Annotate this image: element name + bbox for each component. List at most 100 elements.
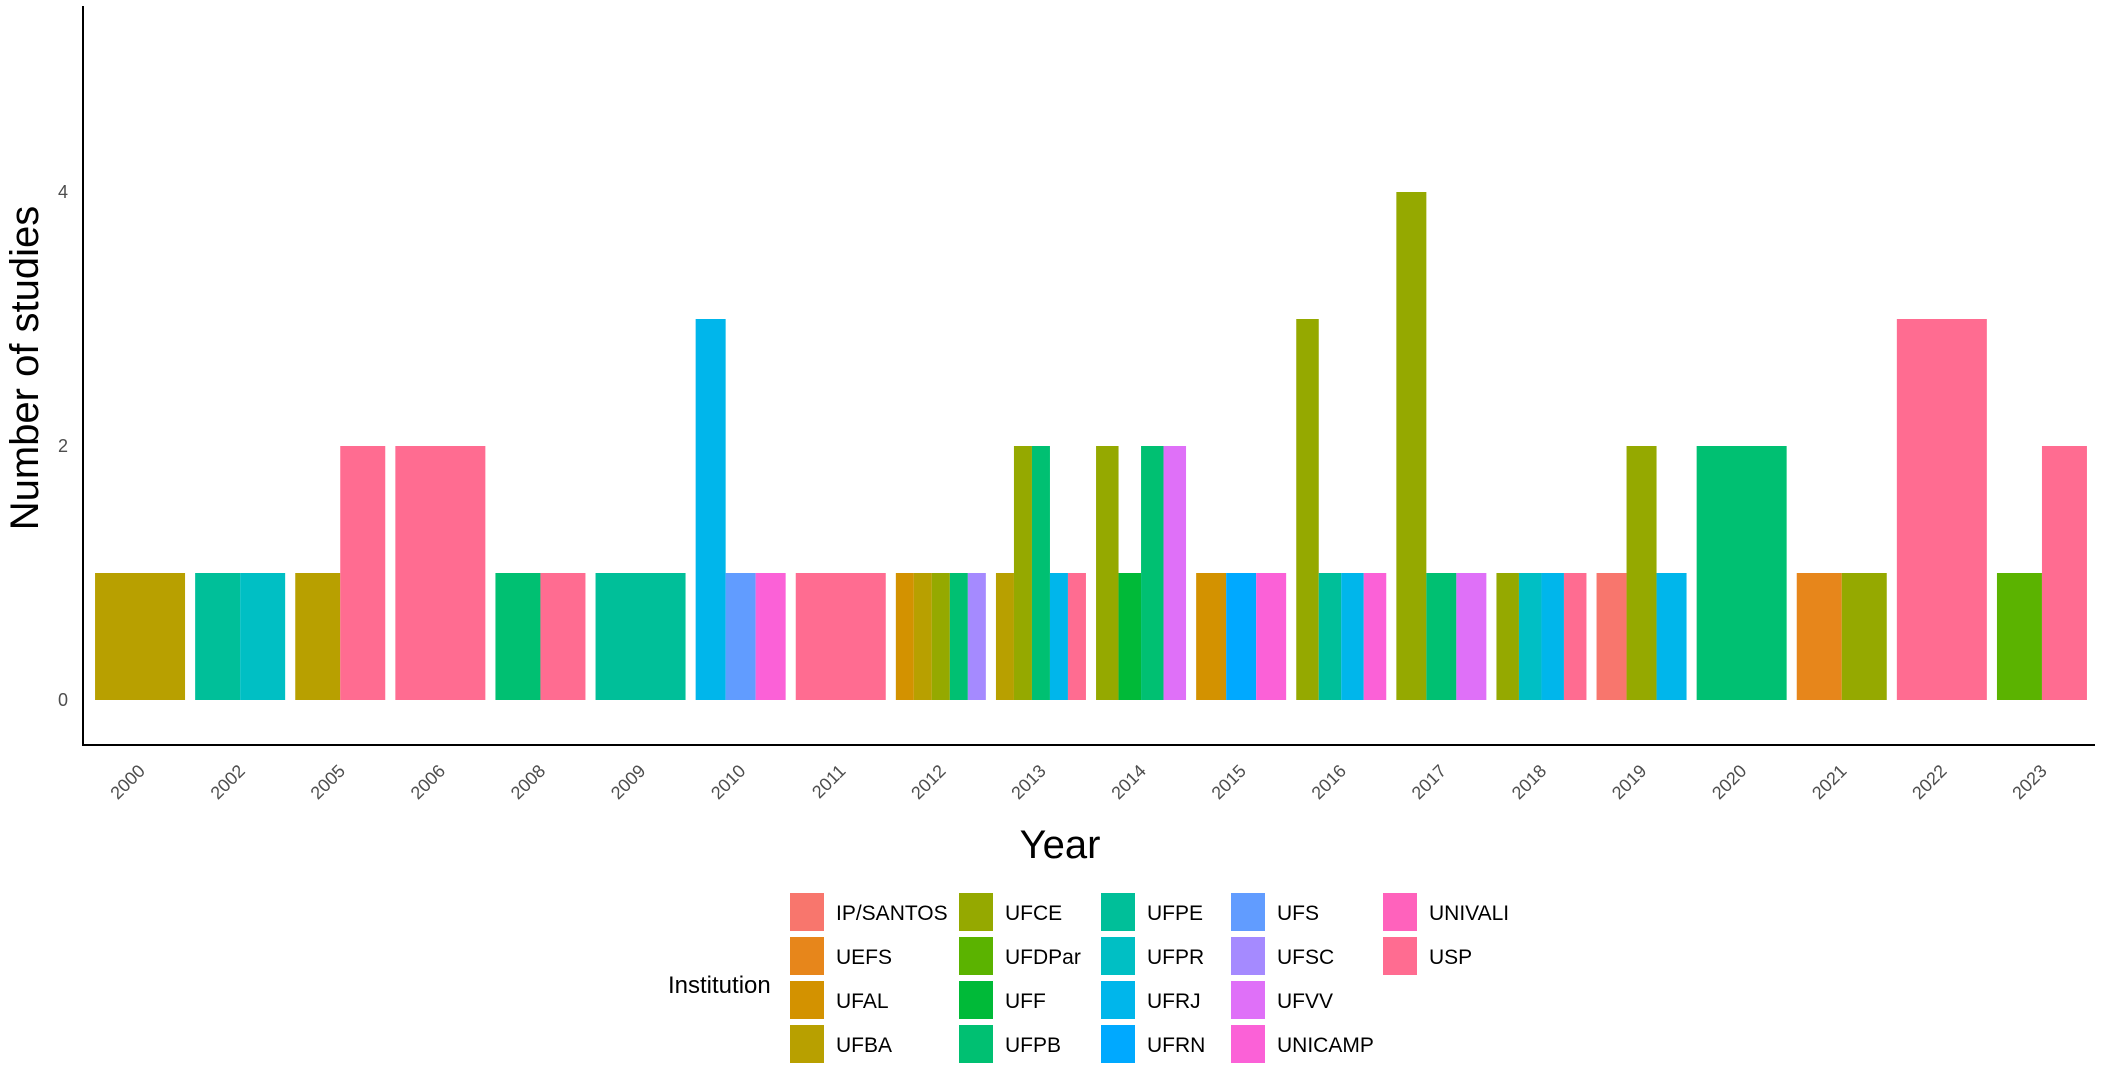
bar-2015-ufrn	[1226, 573, 1257, 700]
legend-swatch-ufba	[790, 1025, 824, 1063]
bar-2019-ip-santos	[1596, 573, 1627, 700]
legend-swatch-univali	[1383, 893, 1417, 931]
legend-label: UFVV	[1277, 990, 1333, 1013]
x-tick-label: 2021	[1808, 761, 1850, 803]
bar-2014-ufvv	[1163, 446, 1187, 700]
bar-2013-usp	[1067, 573, 1086, 700]
y-axis-title: Number of studies	[3, 206, 47, 531]
legend-label: UFF	[1005, 990, 1046, 1013]
legend-label: UFS	[1277, 902, 1319, 925]
legend-swatch-ufce	[959, 893, 993, 931]
x-tick-label: 2018	[1508, 761, 1550, 803]
bar-2019-ufrj	[1656, 573, 1687, 700]
bar-2019-ufce	[1626, 446, 1657, 700]
bar-2012-ufba	[913, 573, 932, 700]
bar-2018-usp	[1563, 573, 1587, 700]
bar-2012-ufpb	[949, 573, 968, 700]
x-tick-label: 2017	[1408, 761, 1450, 803]
bar-2005-usp	[340, 446, 386, 700]
legend-swatch-ufs	[1231, 893, 1265, 931]
legend-label: UFPB	[1005, 1034, 1061, 1057]
bar-2018-ufpr	[1518, 573, 1542, 700]
bar-2010-ufrj	[695, 319, 726, 700]
x-tick-label: 2011	[808, 761, 850, 803]
legend-label: IP/SANTOS	[836, 902, 948, 925]
legend-title: Institution	[668, 972, 771, 999]
legend-label: UFPR	[1147, 946, 1204, 969]
bar-2018-ufrj	[1541, 573, 1564, 700]
x-tick-label: 2005	[307, 761, 349, 803]
x-tick-label: 2019	[1608, 761, 1650, 803]
legend-label: UFPE	[1147, 902, 1203, 925]
bar-2010-unicamp	[755, 573, 786, 700]
bar-2016-ufrj	[1341, 573, 1364, 700]
bar-2022-usp	[1896, 319, 1987, 700]
bar-2021-ufce	[1841, 573, 1887, 700]
axes-layer	[82, 6, 2095, 746]
legend-swatch-ufpe	[1101, 893, 1135, 931]
legend-label: UFRJ	[1147, 990, 1201, 1013]
bar-2016-ufpe	[1318, 573, 1342, 700]
legend: Institution IP/SANTOS UEFS UFAL UFBA UFCE UFD…	[668, 893, 1509, 1063]
legend-label: UFSC	[1277, 946, 1334, 969]
legend-label: UFAL	[836, 990, 889, 1013]
legend-label: UNIVALI	[1429, 902, 1509, 925]
x-tick-label: 2012	[907, 761, 949, 803]
bar-2012-ufsc	[967, 573, 986, 700]
y-tick-label: 4	[58, 182, 68, 202]
legend-label: UFRN	[1147, 1034, 1205, 1057]
bar-2015-ufal	[1196, 573, 1227, 700]
x-ticks: 2000 2002 2005 2006 2008 2009 2010 2011 2012 2013…	[106, 761, 2050, 803]
bar-2014-ufce	[1096, 446, 1119, 700]
legend-swatch-usp	[1383, 937, 1417, 975]
bar-2014-ufpb	[1141, 446, 1164, 700]
x-tick-label: 2002	[207, 761, 249, 803]
bar-2018-ufce	[1496, 573, 1519, 700]
bar-2017-ufpb	[1426, 573, 1457, 700]
bar-2016-ufce	[1296, 319, 1319, 700]
legend-swatch-ufrn	[1101, 1025, 1135, 1063]
x-tick-label: 2014	[1107, 761, 1149, 803]
legend-swatch-ufsc	[1231, 937, 1265, 975]
bar-2013-ufrj	[1049, 573, 1068, 700]
y-tick-label: 0	[58, 690, 68, 710]
legend-label: UEFS	[836, 946, 892, 969]
legend-swatch-ufal	[790, 981, 824, 1019]
bars-layer	[95, 192, 2087, 700]
bar-2009-ufpe	[595, 573, 686, 700]
legend-swatch-ufvv	[1231, 981, 1265, 1019]
x-tick-label: 2013	[1007, 761, 1049, 803]
x-tick-label: 2000	[106, 761, 148, 803]
bar-2023-ufdpar	[1996, 573, 2042, 700]
bar-2021-uefs	[1796, 573, 1842, 700]
bar-2011-usp	[795, 573, 886, 700]
legend-swatch-ufpr	[1101, 937, 1135, 975]
bar-2014-uff	[1118, 573, 1142, 700]
legend-label: UFBA	[836, 1034, 892, 1057]
bar-2008-ufpb	[495, 573, 541, 700]
bar-2013-ufce	[1013, 446, 1032, 700]
bar-2013-ufba	[995, 573, 1014, 700]
legend-swatch-uff	[959, 981, 993, 1019]
x-tick-label: 2022	[1908, 761, 1950, 803]
y-tick-label: 2	[58, 436, 68, 456]
bar-2012-ufce	[931, 573, 950, 700]
legend-label: UNICAMP	[1277, 1034, 1374, 1057]
x-tick-label: 2010	[707, 761, 749, 803]
bar-2015-unicamp	[1256, 573, 1287, 700]
bar-2017-ufce	[1396, 192, 1427, 700]
legend-swatch-unicamp	[1231, 1025, 1265, 1063]
bar-2023-usp	[2041, 446, 2087, 700]
x-tick-label: 2009	[607, 761, 649, 803]
legend-swatch-ufrj	[1101, 981, 1135, 1019]
x-axis-title: Year	[1020, 823, 1101, 867]
y-ticks: 0 2 4	[58, 182, 68, 710]
legend-swatch-ufdpar	[959, 937, 993, 975]
x-tick-label: 2020	[1708, 761, 1750, 803]
bar-2017-ufvv	[1456, 573, 1487, 700]
legend-label: UFDPar	[1005, 946, 1081, 969]
x-tick-label: 2015	[1208, 761, 1250, 803]
legend-swatch-ufpb	[959, 1025, 993, 1063]
legend-label: UFCE	[1005, 902, 1062, 925]
